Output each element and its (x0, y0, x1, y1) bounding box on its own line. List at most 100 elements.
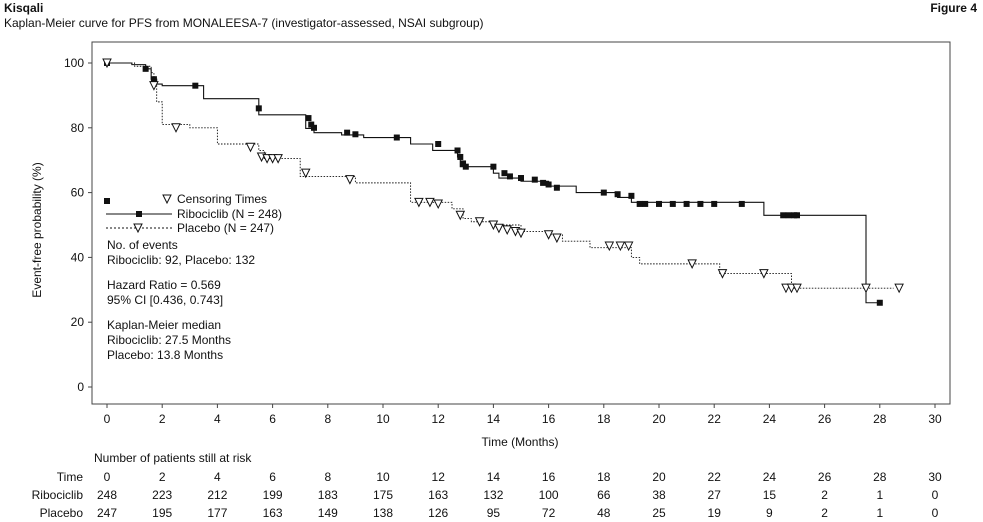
ribociclib-censor-mark (352, 131, 359, 138)
risk-cell-placebo: 1 (876, 506, 883, 520)
placebo-censor-mark (615, 241, 626, 252)
risk-cell-time: 20 (652, 470, 666, 484)
placebo-censor-mark (894, 283, 904, 294)
y-tick-label-100: 100 (64, 56, 84, 70)
legend-placebo-label: Placebo (N = 247) (177, 221, 274, 235)
x-tick-label-18: 18 (597, 412, 611, 426)
ribociclib-censor-mark (794, 212, 800, 219)
ribociclib-censor-mark (628, 192, 635, 199)
risk-cell-time: 12 (432, 470, 446, 484)
risk-cell-ribociclib: 38 (652, 488, 666, 502)
ribociclib-censor-mark (697, 200, 704, 207)
annotation-events-values: Ribociclib: 92, Placebo: 132 (107, 253, 255, 267)
risk-cell-time: 24 (763, 470, 777, 484)
risk-table-title: Number of patients still at risk (94, 451, 252, 465)
placebo-censor-mark (102, 58, 112, 69)
annotations: No. of events Ribociclib: 92, Placebo: 1… (107, 238, 255, 362)
annotation-events-title: No. of events (107, 238, 178, 252)
ribociclib-censor-mark (738, 200, 745, 207)
x-tick-label-8: 8 (324, 412, 331, 426)
risk-cell-placebo: 9 (766, 506, 773, 520)
ribociclib-censor-mark (614, 191, 621, 198)
placebo-censor-mark (425, 197, 435, 208)
placebo-censor-mark (494, 223, 504, 234)
risk-row-label-time: Time (57, 470, 84, 484)
x-tick-label-16: 16 (542, 412, 556, 426)
risk-cell-ribociclib: 100 (539, 488, 559, 502)
annotation-confidence-interval: 95% CI [0.436, 0.743] (107, 293, 223, 307)
series-line-placebo (107, 62, 894, 289)
ribociclib-censor-mark (435, 141, 442, 147)
chart-subtitle: Kaplan-Meier curve for PFS from MONALEES… (4, 16, 484, 30)
x-tick-label-10: 10 (376, 412, 390, 426)
risk-cell-time: 16 (542, 470, 556, 484)
y-tick-label-20: 20 (71, 315, 85, 329)
ribociclib-censor-mark (311, 124, 317, 131)
y-tick-label-60: 60 (71, 186, 85, 200)
ribociclib-censor-mark (490, 163, 497, 170)
placebo-censor-mark (759, 269, 769, 279)
risk-row-label-ribociclib: Ribociclib (32, 488, 84, 502)
risk-cell-placebo: 2 (821, 506, 828, 520)
ribociclib-censor-mark (344, 129, 351, 136)
ribociclib-censor-mark (876, 299, 883, 306)
ribociclib-censor-mark (457, 153, 464, 160)
legend-censor-square-icon (104, 198, 110, 204)
risk-cell-ribociclib: 1 (876, 488, 883, 502)
ribociclib-censor-mark (780, 212, 787, 219)
risk-cell-ribociclib: 248 (97, 488, 117, 502)
risk-cell-placebo: 195 (152, 506, 172, 520)
risk-cell-ribociclib: 223 (152, 488, 172, 502)
x-tick-label-24: 24 (763, 412, 777, 426)
placebo-censor-mark (245, 142, 256, 153)
ribociclib-censor-mark (553, 184, 560, 191)
risk-cell-ribociclib: 132 (483, 488, 503, 502)
risk-cell-placebo: 247 (97, 506, 117, 520)
plot-frame (91, 41, 951, 405)
ribociclib-censor-mark (462, 163, 469, 170)
risk-cell-time: 22 (708, 470, 722, 484)
risk-cell-placebo: 126 (428, 506, 448, 520)
ribociclib-censor-mark (531, 176, 538, 183)
risk-cell-time: 4 (214, 470, 221, 484)
ribociclib-censor-mark (711, 200, 718, 207)
brand-name: Kisqali (4, 1, 44, 15)
risk-cell-time: 6 (269, 470, 276, 484)
risk-row-label-placebo: Placebo (40, 506, 84, 520)
ribociclib-censor-mark (545, 181, 552, 188)
series-layer (102, 58, 904, 306)
risk-cell-placebo: 95 (487, 506, 501, 520)
risk-cell-placebo: 0 (932, 506, 939, 520)
x-tick-label-6: 6 (269, 412, 276, 426)
risk-cell-time: 30 (928, 470, 942, 484)
risk-cell-time: 0 (104, 470, 111, 484)
ribociclib-censor-mark (460, 160, 467, 167)
ribociclib-censor-mark (636, 200, 643, 207)
risk-cell-placebo: 48 (597, 506, 611, 520)
y-axis-label: Event-free probability (%) (30, 162, 44, 297)
annotation-hazard-ratio: Hazard Ratio = 0.569 (107, 278, 221, 292)
risk-cell-time: 14 (487, 470, 501, 484)
ribociclib-censor-mark (540, 179, 547, 186)
y-tick-label-0: 0 (77, 380, 84, 394)
placebo-censor-mark (687, 259, 697, 269)
placebo-censor-mark (604, 241, 615, 252)
placebo-censor-mark (861, 283, 871, 294)
placebo-censor-mark (516, 228, 526, 239)
risk-cell-ribociclib: 199 (263, 488, 283, 502)
risk-cell-time: 8 (324, 470, 331, 484)
risk-cell-ribociclib: 175 (373, 488, 393, 502)
risk-cell-placebo: 163 (263, 506, 283, 520)
ribociclib-censor-mark (192, 82, 199, 89)
x-axis: 0 2 4 6 8 10 12 14 16 18 20 22 24 26 28 30 (104, 404, 942, 426)
legend-censor-triangle-icon (162, 194, 172, 205)
ribociclib-censor-mark (656, 200, 662, 207)
placebo-censor-mark (273, 154, 283, 164)
ribociclib-censor-mark (501, 170, 508, 177)
ribociclib-censor-mark (600, 189, 607, 196)
risk-cell-time: 26 (818, 470, 832, 484)
ribociclib-censor-mark (669, 200, 676, 207)
risk-cell-placebo: 25 (652, 506, 666, 520)
risk-cell-time: 10 (376, 470, 390, 484)
